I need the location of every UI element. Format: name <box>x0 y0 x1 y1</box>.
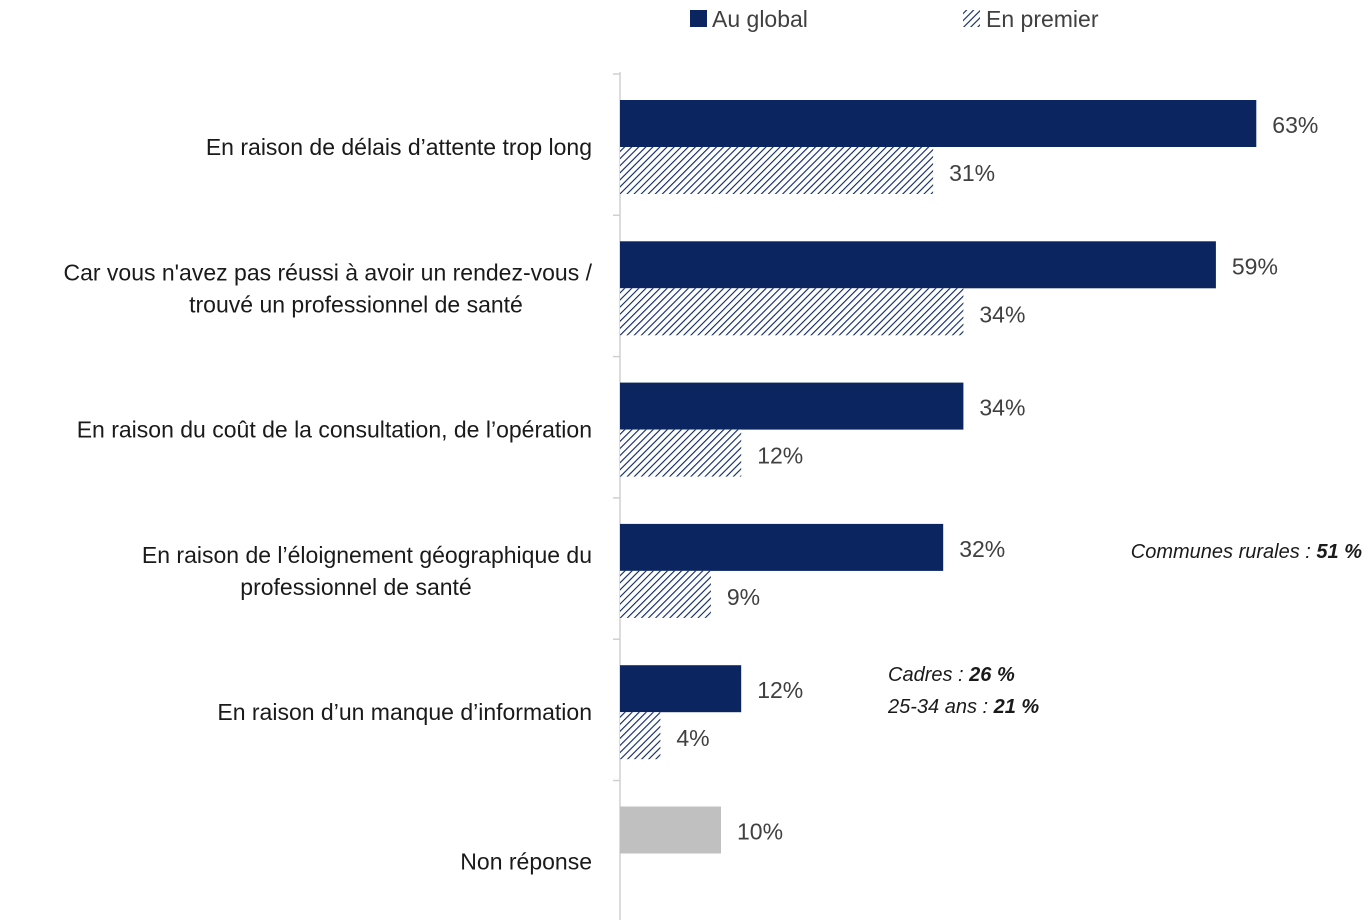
bar-au-global <box>620 241 1216 289</box>
value-label: 63% <box>1272 112 1318 138</box>
bar-au-global <box>620 523 944 571</box>
annotation-text: Cadres : <box>888 664 969 686</box>
bars: 63% 31% 59% 34% 34% 12% 32% 9% 12% 4% 10% <box>620 100 1318 854</box>
annotation: Cadres : 26 % <box>888 664 1015 686</box>
bar-au-global <box>620 100 1257 147</box>
annotation-value: 26 % <box>968 664 1015 686</box>
category-label: En raison d’un manque d’information <box>217 699 592 725</box>
category-labels: En raison de délais d’attente trop long C… <box>63 134 592 875</box>
value-label: 4% <box>676 725 709 751</box>
category-label: trouvé un professionnel de santé <box>189 291 523 317</box>
category-label: professionnel de santé <box>240 574 471 600</box>
value-label: 12% <box>757 677 803 703</box>
annotation-value: 51 % <box>1316 541 1362 563</box>
value-label: 34% <box>979 395 1025 421</box>
value-label: 34% <box>979 301 1025 327</box>
bar-non-reponse <box>620 806 721 854</box>
category-label: Car vous n'avez pas réussi à avoir un re… <box>63 259 592 285</box>
category-label: Non réponse <box>460 849 592 875</box>
annotation-text: Communes rurales : <box>1131 541 1317 563</box>
annotation-value: 21 % <box>993 696 1040 718</box>
bar-en-premier <box>620 429 742 477</box>
bar-en-premier <box>620 570 711 618</box>
value-label: 31% <box>949 160 995 186</box>
legend-swatch-en-premier <box>963 10 980 27</box>
value-label: 59% <box>1232 253 1278 279</box>
bar-au-global <box>620 665 742 713</box>
annotation: Communes rurales : 51 % <box>1131 541 1362 563</box>
bar-au-global <box>620 382 964 430</box>
bar-en-premier <box>620 147 934 194</box>
category-label: En raison de l’éloignement géographique … <box>142 542 592 568</box>
bar-en-premier <box>620 712 661 760</box>
value-label: 9% <box>727 584 760 610</box>
category-label: En raison de délais d’attente trop long <box>206 134 592 160</box>
value-label: 12% <box>757 443 803 469</box>
category-label: En raison du coût de la consultation, de… <box>77 417 592 443</box>
legend-label-en-premier: En premier <box>986 6 1099 32</box>
annotation: 25-34 ans : 21 % <box>887 696 1039 718</box>
annotations: Communes rurales : 51 % Cadres : 26 % 25-3… <box>887 541 1362 718</box>
legend: Au global En premier <box>690 6 1099 32</box>
category-axis <box>613 72 621 920</box>
value-label: 32% <box>959 536 1005 562</box>
legend-swatch-au-global <box>690 10 707 27</box>
annotation-text: 25-34 ans : <box>887 696 994 718</box>
bar-en-premier <box>620 288 964 336</box>
value-label: 10% <box>737 819 783 845</box>
legend-label-au-global: Au global <box>712 6 808 32</box>
